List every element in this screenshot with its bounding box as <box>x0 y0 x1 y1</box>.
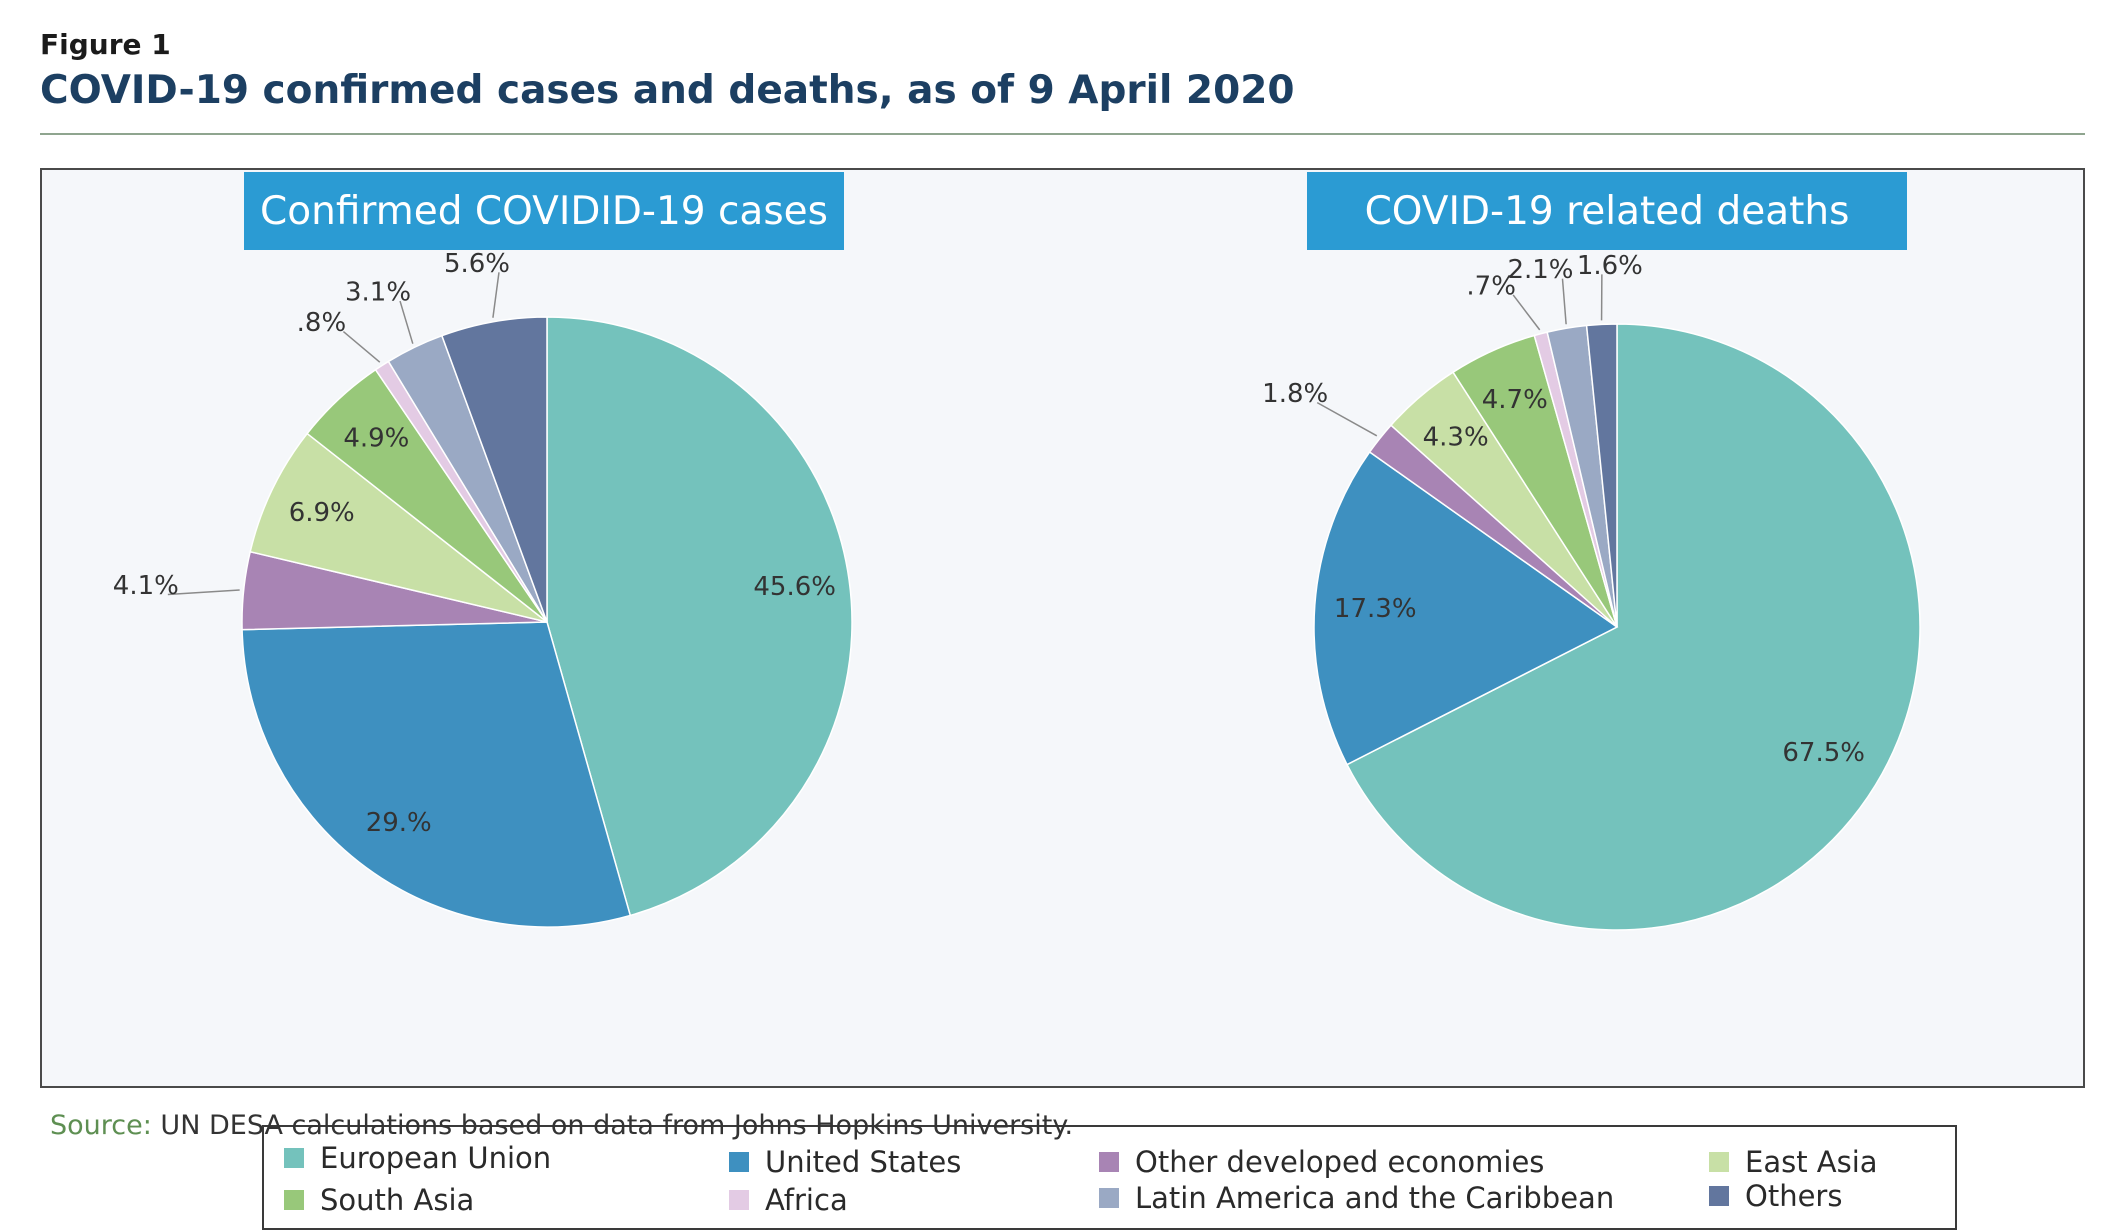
legend-swatch <box>729 1190 749 1210</box>
pie-label-deaths-other-developed-economies: 1.8% <box>1262 379 1328 409</box>
legend-swatch <box>1099 1152 1119 1172</box>
legend-swatch <box>284 1190 304 1210</box>
legend-item-others: Others <box>1709 1179 1842 1213</box>
pie-label-cases-united-states: 29.% <box>366 808 432 838</box>
pie-label-cases-european-union: 45.6% <box>753 572 836 602</box>
chart-frame: 45.6% 29.% 4.1% 6.9% 4.9% .8%3.1% 5.6% 67.5% 17.… <box>40 168 2085 1088</box>
figure-title: COVID-19 confirmed cases and deaths, as … <box>40 68 1294 113</box>
legend-label: Others <box>1745 1179 1842 1213</box>
legend-label: Africa <box>765 1183 848 1217</box>
leader-line <box>1562 279 1566 325</box>
pie-label-cases-south-asia: 4.9% <box>343 424 409 454</box>
pie-label-cases-other-developed-economies: 4.1% <box>113 571 179 601</box>
legend-swatch <box>1099 1188 1119 1208</box>
cases-pie-title: Confirmed COVID​I​D-19 cases <box>244 172 844 250</box>
legend-label: South Asia <box>320 1183 474 1217</box>
title-divider <box>40 133 2085 135</box>
legend-swatch <box>729 1152 749 1172</box>
legend-item-european-union: European Union <box>284 1141 551 1175</box>
legend-item-africa: Africa <box>729 1183 848 1217</box>
leader-line <box>493 272 499 317</box>
pie-label-deaths-united-states: 17.3% <box>1334 594 1417 624</box>
pie-label-cases-others: 5.6% <box>444 249 510 279</box>
legend-swatch <box>1709 1186 1729 1206</box>
pie-label-deaths-latin-america-and-the-caribbean: 2.1% <box>1507 255 1573 285</box>
leader-line <box>1513 295 1540 330</box>
legend-label: European Union <box>320 1141 551 1175</box>
source-note: Source: UN DESA calculations based on da… <box>50 1110 1073 1141</box>
source-label: Source: <box>50 1110 152 1141</box>
legend-item-latin-america: Latin America and the Caribbean <box>1099 1181 1614 1215</box>
pie-label-deaths-european-union: 67.5% <box>1782 738 1865 768</box>
pie-label-deaths-others: 1.6% <box>1577 251 1643 281</box>
legend-label: Latin America and the Caribbean <box>1135 1181 1614 1215</box>
pie-label-deaths-east-asia: 4.3% <box>1423 423 1489 453</box>
deaths-pie-title: COVID-19 related deaths <box>1307 172 1907 250</box>
leader-line <box>343 332 379 363</box>
pie-label-cases-africa: .8% <box>297 308 347 338</box>
pie-label-cases-east-asia: 6.9% <box>289 498 355 528</box>
pie-label-deaths-south-asia: 4.7% <box>1482 385 1548 415</box>
legend-item-south-asia: South Asia <box>284 1183 474 1217</box>
legend-swatch <box>284 1148 304 1168</box>
source-text: UN DESA calculations based on data from … <box>152 1110 1073 1141</box>
pie-label-cases-latin-america-and-the-caribbean: 3.1% <box>345 278 411 308</box>
figure-label: Figure 1 <box>40 28 171 61</box>
pie-charts-canvas: 45.6% 29.% 4.1% 6.9% 4.9% .8%3.1% 5.6% 67.5% 17.… <box>42 170 2083 1086</box>
legend-swatch <box>1709 1152 1729 1172</box>
